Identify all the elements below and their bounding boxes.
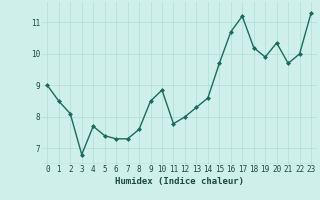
X-axis label: Humidex (Indice chaleur): Humidex (Indice chaleur) [115, 177, 244, 186]
